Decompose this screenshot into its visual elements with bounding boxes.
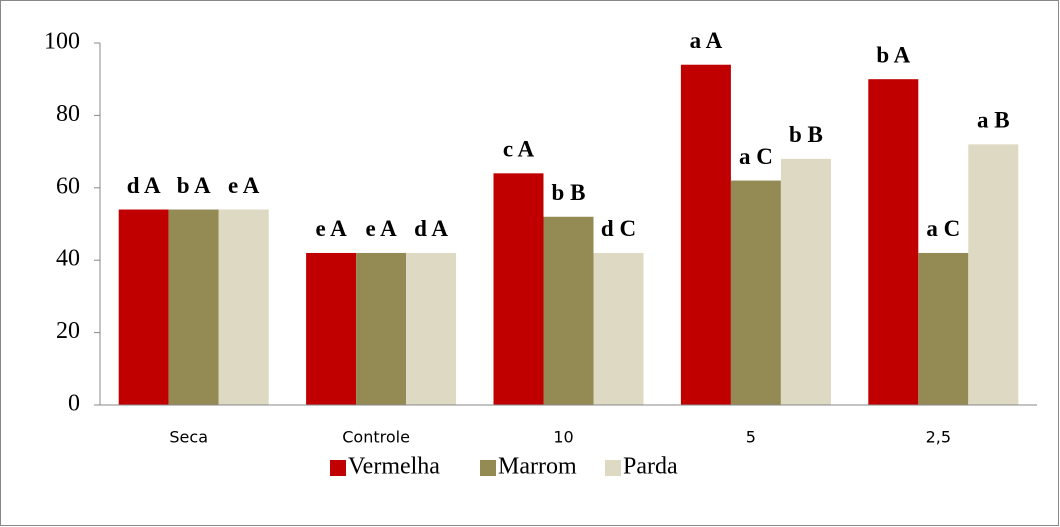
- bar: [543, 216, 594, 405]
- bar-letter: e A: [365, 216, 397, 241]
- x-tick-label: Controle: [342, 428, 410, 447]
- bar-letter: a C: [739, 144, 773, 169]
- bar-letter: c A: [503, 137, 535, 162]
- bar: [493, 173, 544, 405]
- bar-letter: b A: [177, 173, 211, 198]
- bar-letter: a A: [690, 28, 723, 53]
- bar-letter: d A: [127, 173, 161, 198]
- bar-letter: a B: [977, 108, 1010, 133]
- x-tick-label: 10: [553, 428, 573, 447]
- bar: [406, 252, 457, 405]
- bar: [168, 209, 219, 405]
- legend-swatch: [605, 460, 621, 476]
- y-tick-label: 20: [56, 318, 80, 344]
- y-tick-label: 40: [56, 246, 80, 272]
- bar: [968, 144, 1019, 406]
- bar: [780, 158, 831, 405]
- legend-label: Marrom: [498, 454, 577, 480]
- bar: [918, 252, 969, 405]
- y-tick-label: 60: [56, 173, 80, 199]
- bar-letter: d C: [601, 216, 636, 241]
- bar-letter: b B: [552, 180, 586, 205]
- x-tick-label: 2,5: [926, 428, 951, 447]
- bar: [680, 64, 731, 405]
- x-tick-label: Seca: [169, 428, 208, 447]
- bar: [593, 252, 644, 405]
- bar: [218, 209, 269, 405]
- x-tick-label: 5: [746, 428, 756, 447]
- bar: [118, 209, 169, 405]
- bar-letter: b A: [876, 42, 910, 67]
- bar: [868, 79, 919, 405]
- bar-letter: d A: [414, 216, 448, 241]
- legend-swatch: [330, 460, 346, 476]
- legend-label: Vermelha: [348, 454, 440, 480]
- bar-letter: e A: [228, 173, 260, 198]
- y-tick-label: 100: [44, 29, 80, 55]
- bar: [306, 252, 357, 405]
- bar-letter: b B: [789, 122, 823, 147]
- y-tick-label: 80: [56, 101, 80, 127]
- bar: [356, 252, 407, 405]
- y-tick-label: 0: [68, 391, 80, 417]
- bar-letter: e A: [315, 216, 347, 241]
- legend-label: Parda: [623, 454, 678, 480]
- legend-swatch: [480, 460, 496, 476]
- bar: [730, 180, 781, 405]
- bar-letter: a C: [926, 216, 960, 241]
